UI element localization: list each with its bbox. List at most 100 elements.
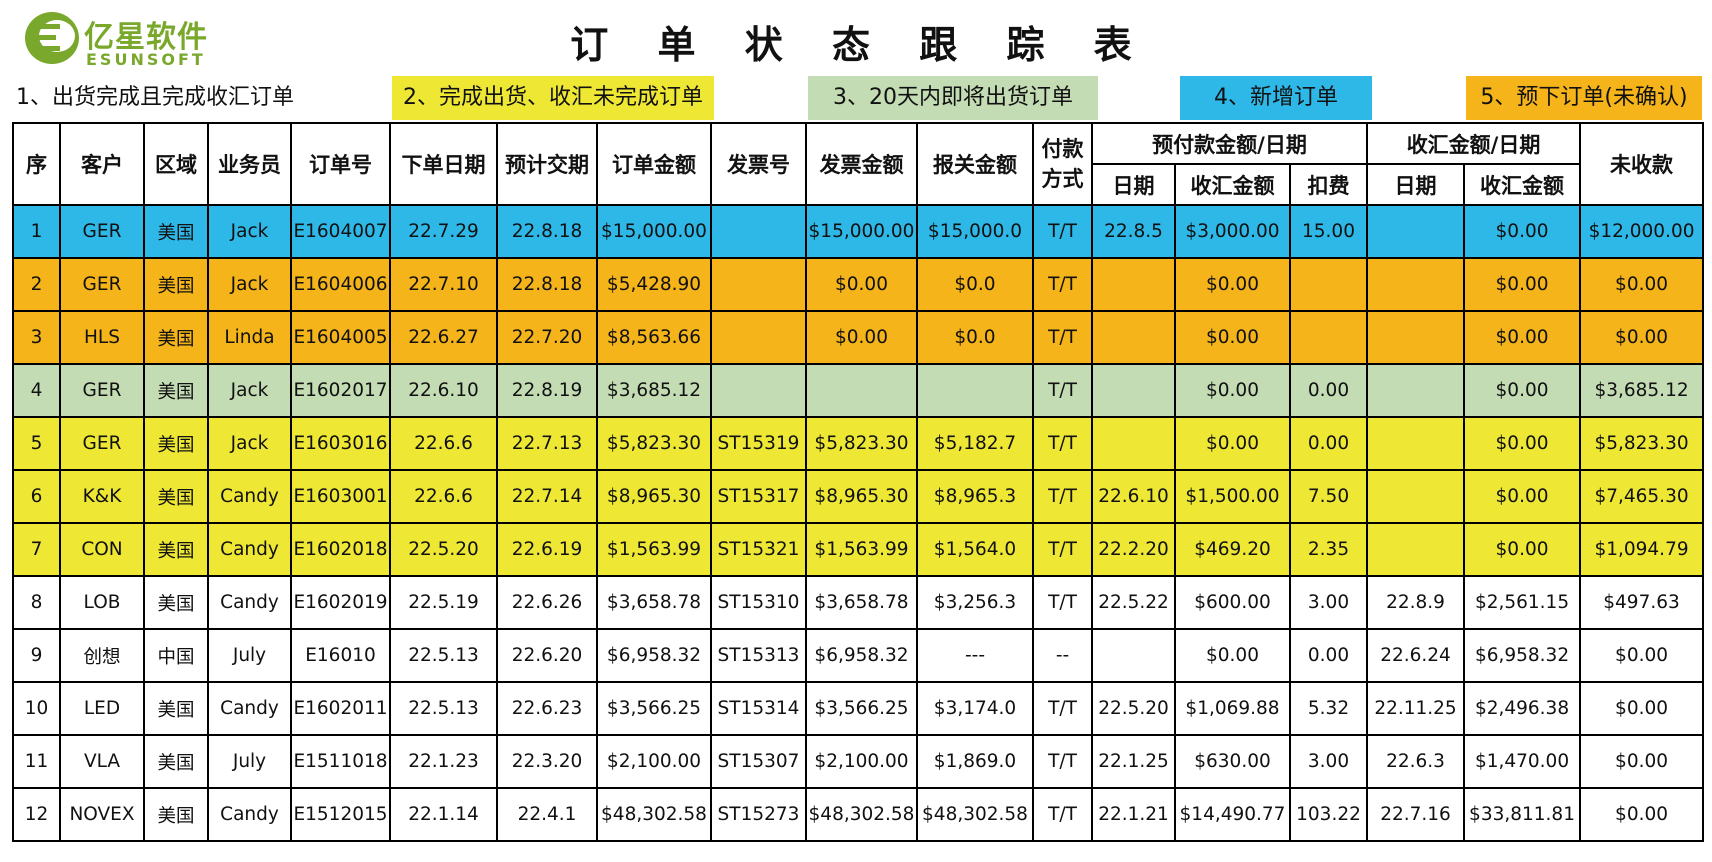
header-prepay-fee: 扣费 <box>1288 163 1369 206</box>
cell-collect-amount: $1,470.00 <box>1463 734 1582 789</box>
header-customs-amount: 报关金额 <box>916 122 1034 206</box>
cell-customs-amount: $15,000.0 <box>916 204 1034 259</box>
cell-sales: Candy <box>207 469 292 524</box>
cell-collect-date: 22.7.16 <box>1366 787 1466 842</box>
cell-delivery: 22.8.18 <box>496 257 598 312</box>
page-title: 订 单 状 态 跟 踪 表 <box>570 23 1150 67</box>
cell-region: 美国 <box>143 469 209 524</box>
table-row: 7 CON 美国 Candy E1602018 22.5.20 22.6.19 $1,563.… <box>12 522 1705 577</box>
cell-customs-amount: $3,174.0 <box>916 681 1034 736</box>
cell-sales: Candy <box>207 522 292 577</box>
cell-amount: $3,685.12 <box>596 363 712 418</box>
cell-collect-amount: $0.00 <box>1463 204 1582 259</box>
cell-prepay-fee: 15.00 <box>1288 204 1369 259</box>
cell-unpaid: $12,000.00 <box>1579 204 1705 259</box>
cell-invoice-no <box>710 310 807 365</box>
cell-order-no: E1512015 <box>290 787 391 842</box>
cell-region: 美国 <box>143 681 209 736</box>
table-row: 1 GER 美国 Jack E1604007 22.7.29 22.8.18 $15,000.… <box>12 204 1705 259</box>
cell-invoice-amount: $3,566.25 <box>805 681 918 736</box>
cell-amount: $3,658.78 <box>596 575 712 630</box>
cell-collect-date <box>1366 469 1466 524</box>
cell-seq: 10 <box>12 681 61 736</box>
cell-payment: T/T <box>1032 734 1093 789</box>
cell-invoice-no: ST15307 <box>710 734 807 789</box>
header-unpaid: 未收款 <box>1579 122 1705 206</box>
table-row: 4 GER 美国 Jack E1602017 22.6.10 22.8.19 $3,685.1… <box>12 363 1705 418</box>
cell-seq: 11 <box>12 734 61 789</box>
cell-amount: $5,428.90 <box>596 257 712 312</box>
cell-order-no: E1602017 <box>290 363 391 418</box>
cell-invoice-amount <box>805 363 918 418</box>
cell-order-date: 22.6.27 <box>389 310 498 365</box>
cell-customer: LED <box>59 681 145 736</box>
legend-completed: 1、出货完成且完成收汇订单 <box>16 85 294 110</box>
cell-prepay-date: 22.6.10 <box>1091 469 1176 524</box>
cell-unpaid: $7,465.30 <box>1579 469 1705 524</box>
cell-prepay-fee: 7.50 <box>1288 469 1369 524</box>
cell-sales: Jack <box>207 257 292 312</box>
cell-delivery: 22.6.26 <box>496 575 598 630</box>
cell-invoice-amount: $1,563.99 <box>805 522 918 577</box>
cell-customs-amount: $8,965.3 <box>916 469 1034 524</box>
header-amount: 订单金额 <box>596 122 712 206</box>
cell-collect-amount: $6,958.32 <box>1463 628 1582 683</box>
cell-prepay-fee: 0.00 <box>1288 416 1369 471</box>
cell-customs-amount: $1,869.0 <box>916 734 1034 789</box>
cell-region: 美国 <box>143 363 209 418</box>
cell-collect-date <box>1366 204 1466 259</box>
cell-order-date: 22.7.29 <box>389 204 498 259</box>
cell-payment: T/T <box>1032 257 1093 312</box>
cell-order-no: E1603016 <box>290 416 391 471</box>
cell-order-no: E1603001 <box>290 469 391 524</box>
cell-customer: LOB <box>59 575 145 630</box>
cell-customer: 创想 <box>59 628 145 683</box>
cell-order-date: 22.1.23 <box>389 734 498 789</box>
cell-prepay-fee: 0.00 <box>1288 628 1369 683</box>
cell-prepay-amount: $600.00 <box>1174 575 1291 630</box>
cell-seq: 12 <box>12 787 61 842</box>
cell-invoice-amount: $2,100.00 <box>805 734 918 789</box>
cell-order-date: 22.5.20 <box>389 522 498 577</box>
cell-order-date: 22.6.10 <box>389 363 498 418</box>
cell-prepay-amount: $0.00 <box>1174 416 1291 471</box>
header-customer: 客户 <box>59 122 145 206</box>
cell-invoice-amount: $0.00 <box>805 257 918 312</box>
cell-prepay-date: 22.1.21 <box>1091 787 1176 842</box>
table-row: 5 GER 美国 Jack E1603016 22.6.6 22.7.13 $5,823.30… <box>12 416 1705 471</box>
cell-sales: July <box>207 734 292 789</box>
cell-prepay-date: 22.2.20 <box>1091 522 1176 577</box>
cell-prepay-amount: $0.00 <box>1174 628 1291 683</box>
table-row: 3 HLS 美国 Linda E1604005 22.6.27 22.7.20 $8,563.… <box>12 310 1705 365</box>
cell-sales: Candy <box>207 681 292 736</box>
cell-invoice-amount: $6,958.32 <box>805 628 918 683</box>
cell-unpaid: $0.00 <box>1579 257 1705 312</box>
cell-delivery: 22.7.14 <box>496 469 598 524</box>
cell-sales: Jack <box>207 363 292 418</box>
cell-order-no: E1604007 <box>290 204 391 259</box>
cell-customer: NOVEX <box>59 787 145 842</box>
cell-payment: T/T <box>1032 469 1093 524</box>
cell-region: 美国 <box>143 522 209 577</box>
cell-payment: T/T <box>1032 310 1093 365</box>
table-row: 6 K&K 美国 Candy E1603001 22.6.6 22.7.14 $8,965.3… <box>12 469 1705 524</box>
cell-prepay-fee <box>1288 257 1369 312</box>
cell-delivery: 22.7.20 <box>496 310 598 365</box>
cell-order-no: E1602019 <box>290 575 391 630</box>
logo-chinese-name: 亿星软件 <box>84 20 208 55</box>
cell-collect-date <box>1366 257 1466 312</box>
cell-delivery: 22.4.1 <box>496 787 598 842</box>
cell-payment: T/T <box>1032 522 1093 577</box>
cell-customer: CON <box>59 522 145 577</box>
cell-amount: $8,965.30 <box>596 469 712 524</box>
header-sales: 业务员 <box>207 122 292 206</box>
header-region: 区域 <box>143 122 209 206</box>
cell-prepay-fee <box>1288 310 1369 365</box>
cell-delivery: 22.6.20 <box>496 628 598 683</box>
cell-prepay-date: 22.5.22 <box>1091 575 1176 630</box>
cell-invoice-no: ST15319 <box>710 416 807 471</box>
cell-seq: 4 <box>12 363 61 418</box>
cell-collect-date <box>1366 522 1466 577</box>
cell-collect-amount: $2,561.15 <box>1463 575 1582 630</box>
cell-prepay-amount: $0.00 <box>1174 310 1291 365</box>
